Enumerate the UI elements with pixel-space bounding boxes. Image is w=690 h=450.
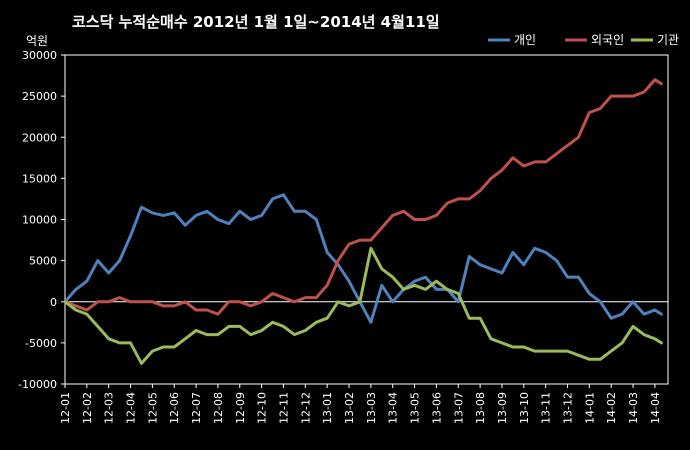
y-tick-label: 0 xyxy=(50,296,57,309)
x-tick-label: 13-06 xyxy=(430,392,443,424)
x-tick-label: 12-11 xyxy=(277,392,290,424)
legend-label-개인: 개인 xyxy=(514,33,536,47)
x-tick-label: 13-08 xyxy=(474,392,487,424)
y-tick-label: 20000 xyxy=(22,131,57,144)
y-tick-label: -5000 xyxy=(25,337,57,350)
y-tick-label: -10000 xyxy=(18,378,57,391)
x-tick-label: 12-07 xyxy=(190,392,203,424)
x-tick-label: 12-09 xyxy=(234,392,247,424)
x-tick-label: 14-04 xyxy=(649,392,662,424)
x-tick-label: 14-01 xyxy=(583,392,596,424)
legend: 개인 외국인 기관 xyxy=(488,33,679,47)
x-tick-label: 13-05 xyxy=(409,392,422,424)
y-axis-unit-label: 억원 xyxy=(26,34,48,48)
x-tick-label: 12-10 xyxy=(256,392,269,424)
x-tick-label: 13-09 xyxy=(496,392,509,424)
x-axis: 12-01 12-02 12-03 12-04 12-05 12-06 12-07 12-08… xyxy=(59,384,662,424)
x-tick-label: 13-10 xyxy=(518,392,531,424)
y-tick-label: 15000 xyxy=(22,172,57,185)
chart-title: 코스닥 누적순매수 2012년 1월 1일~2014년 4월11일 xyxy=(72,13,440,31)
x-tick-label: 12-01 xyxy=(59,392,72,424)
x-tick-label: 12-06 xyxy=(168,392,181,424)
x-tick-label: 13-11 xyxy=(540,392,553,424)
x-tick-label: 12-12 xyxy=(299,392,312,424)
series-layer xyxy=(63,78,663,365)
y-tick-label: 25000 xyxy=(22,90,57,103)
x-tick-label: 12-08 xyxy=(212,392,225,424)
legend-label-외국인: 외국인 xyxy=(591,33,624,47)
x-tick-label: 12-02 xyxy=(81,392,94,424)
series-line-외국인 xyxy=(63,78,663,316)
series-line-개인 xyxy=(63,193,663,324)
x-tick-label: 14-03 xyxy=(627,392,640,424)
y-axis: 30000 25000 20000 15000 10000 5000 0 -5000 -1000… xyxy=(18,49,65,391)
y-tick-label: 10000 xyxy=(22,214,57,227)
x-tick-label: 13-02 xyxy=(343,392,356,424)
y-tick-label: 30000 xyxy=(22,49,57,62)
x-tick-label: 13-01 xyxy=(321,392,334,424)
y-tick-label: 5000 xyxy=(29,255,57,268)
x-tick-label: 14-02 xyxy=(605,392,618,424)
x-tick-label: 12-03 xyxy=(103,392,116,424)
x-tick-label: 13-04 xyxy=(387,392,400,424)
x-tick-label: 12-05 xyxy=(146,392,159,424)
x-tick-label: 13-07 xyxy=(452,392,465,424)
legend-label-기관: 기관 xyxy=(657,33,679,47)
x-tick-label: 12-04 xyxy=(125,392,138,424)
plot-area xyxy=(64,54,669,385)
x-tick-label: 13-03 xyxy=(365,392,378,424)
x-tick-label: 13-12 xyxy=(562,392,575,424)
series-line-기관 xyxy=(63,246,663,365)
